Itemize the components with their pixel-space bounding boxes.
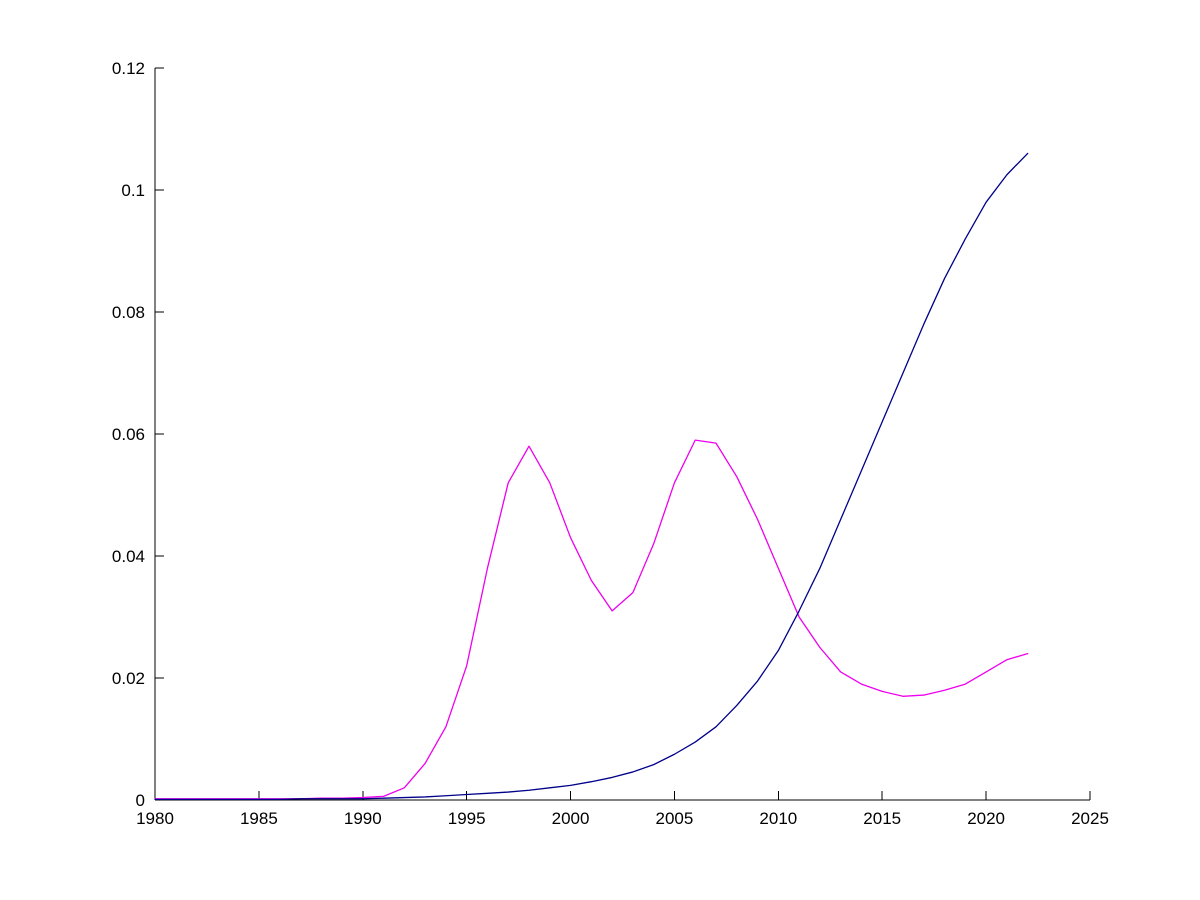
y-axis-tick-label: 0.12 [112,59,145,78]
y-axis-tick-label: 0.08 [112,303,145,322]
x-axis-tick-label: 2010 [759,809,797,828]
y-axis-tick-label: 0.06 [112,425,145,444]
x-axis-tick-label: 1985 [240,809,278,828]
y-axis-tick-label: 0.1 [121,181,145,200]
x-axis-tick-label: 2020 [967,809,1005,828]
x-axis-tick-label: 2000 [552,809,590,828]
x-axis-tick-label: 2005 [656,809,694,828]
x-axis-tick-label: 1980 [136,809,174,828]
y-axis-tick-label: 0 [136,791,145,810]
x-axis-tick-label: 1995 [448,809,486,828]
x-axis-tick-label: 1990 [344,809,382,828]
x-axis-tick-label: 2025 [1071,809,1109,828]
magenta-line [154,439,1029,800]
x-axis-tick-label: 2015 [863,809,901,828]
y-axis-tick-label: 0.02 [112,669,145,688]
y-axis-tick-label: 0.04 [112,547,145,566]
blue-line [154,152,1029,801]
